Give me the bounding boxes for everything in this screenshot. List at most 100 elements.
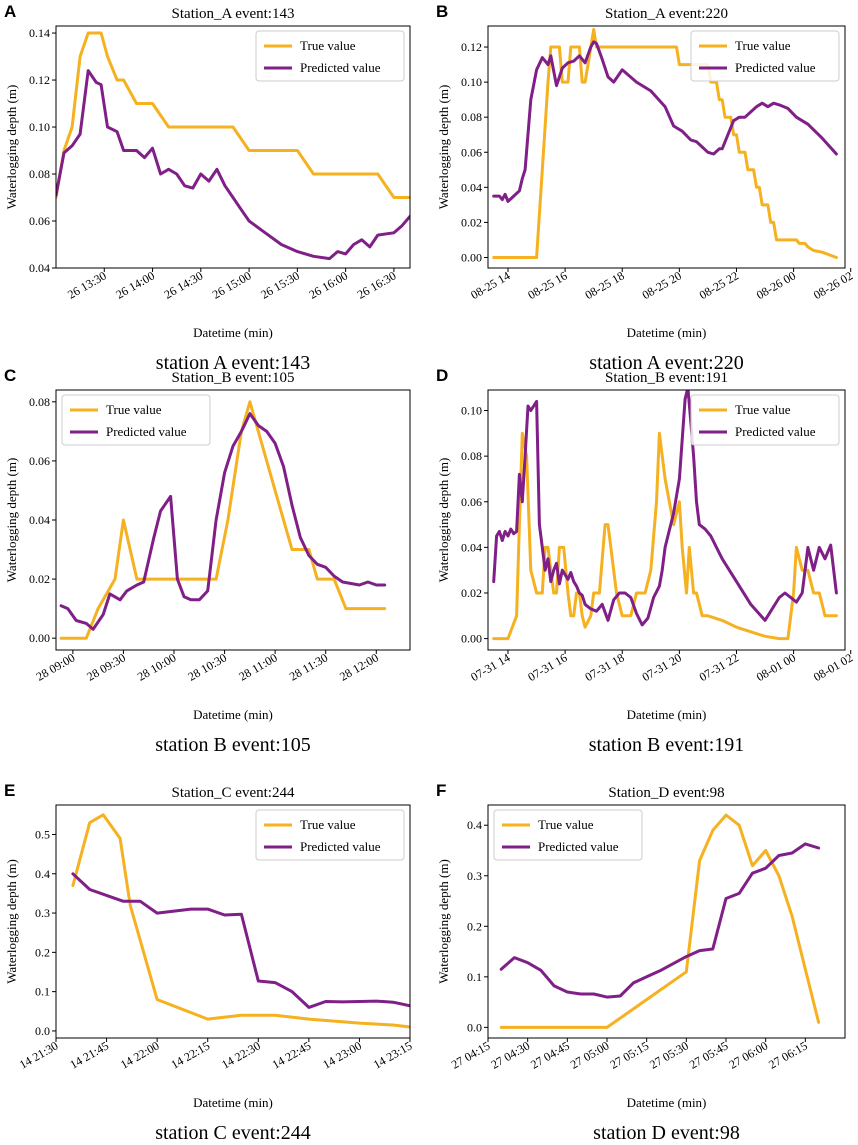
panel-caption: station B event:191 <box>589 734 745 756</box>
x-tick-label: 26 13:30 <box>65 268 109 301</box>
panel-a: A Station_A event:143 0.04 0.06 0.08 0.10 0.12… <box>4 2 411 374</box>
x-axis-label: Datetime (min) <box>193 1095 273 1110</box>
x-tick-label: 27 04:45 <box>528 1038 572 1071</box>
x-axis-label: Datetime (min) <box>627 325 707 340</box>
legend-label-true: True value <box>300 38 356 53</box>
legend-label-predicted: Predicted value <box>735 424 816 439</box>
legend-label-predicted: Predicted value <box>300 839 381 854</box>
y-tick-label: 0.02 <box>461 215 482 229</box>
y-tick-label: 0.04 <box>29 261 50 275</box>
y-tick-label: 0.04 <box>461 180 482 194</box>
y-tick-label: 0.12 <box>461 40 482 54</box>
x-tick-label: 07-31 18 <box>582 650 626 684</box>
series-group <box>492 28 838 259</box>
x-tick-label: 27 05:30 <box>647 1038 691 1071</box>
legend: True value Predicted value <box>61 394 211 446</box>
panel-b: B Station_A event:220 0.00 0.02 0.04 0.06 0.08… <box>436 2 855 374</box>
x-tick-label: 27 05:45 <box>687 1038 731 1071</box>
x-tick-label: 27 06:15 <box>766 1038 810 1071</box>
panel-letter: F <box>436 781 446 800</box>
series-true-value <box>492 431 838 641</box>
x-tick-label: 26 16:00 <box>306 268 350 301</box>
x-tick-label: 26 16:30 <box>355 268 399 301</box>
x-tick-label: 26 15:30 <box>258 268 302 301</box>
plot-frame <box>487 25 846 269</box>
legend-label-predicted: Predicted value <box>106 424 187 439</box>
x-tick-label: 07-31 22 <box>697 650 741 684</box>
x-axis-label: Datetime (min) <box>193 325 273 340</box>
series-predicted-value <box>56 69 410 261</box>
x-tick-label: 14 22:00 <box>118 1038 162 1071</box>
series-predicted-value <box>71 872 410 1009</box>
y-tick-label: 0.4 <box>35 867 50 881</box>
x-tick-label: 28 10:30 <box>185 650 229 683</box>
panel-e: E Station_C event:244 0.0 0.1 0.2 0.3 0.4 0.5 14… <box>4 781 415 1144</box>
y-axis-label: Waterlogging depth (m) <box>4 458 19 583</box>
x-tick-label: 26 15:00 <box>210 268 254 301</box>
y-tick-label: 0.04 <box>461 540 482 554</box>
x-axis-label: Datetime (min) <box>193 707 273 722</box>
panel-letter: E <box>4 781 15 800</box>
legend-label-true: True value <box>106 402 162 417</box>
panel-letter: D <box>436 366 448 385</box>
series-group <box>71 813 410 1029</box>
series-predicted-value <box>492 40 838 203</box>
series-true-value <box>71 813 410 1029</box>
legend-label-predicted: Predicted value <box>538 839 619 854</box>
y-tick-label: 0.08 <box>461 110 482 124</box>
chart-title: Station_C event:244 <box>172 785 295 801</box>
y-tick-label: 0.1 <box>35 985 50 999</box>
plot-frame <box>55 804 411 1039</box>
y-tick-label: 0.08 <box>29 395 50 409</box>
x-tick-label: 08-25 16 <box>525 268 569 302</box>
series-group <box>59 400 387 640</box>
x-tick-label: 28 11:30 <box>287 650 330 683</box>
legend-label-predicted: Predicted value <box>735 60 816 75</box>
x-tick-label: 28 11:00 <box>236 650 279 683</box>
legend: True value Predicted value <box>690 30 840 82</box>
x-tick-label: 07-31 14 <box>468 650 512 684</box>
plot-frame <box>487 804 846 1039</box>
series-true-value <box>499 813 821 1029</box>
series-true-value <box>492 28 838 259</box>
y-tick-label: 0.10 <box>29 120 50 134</box>
y-tick-label: 0.4 <box>467 818 482 832</box>
x-tick-label: 07-31 20 <box>640 650 684 684</box>
y-tick-label: 0.0 <box>467 1020 482 1034</box>
panel-caption: station B event:105 <box>155 734 311 756</box>
panel-c: C Station_B event:105 0.00 0.02 0.04 0.06 0.08… <box>4 366 411 756</box>
legend-label-predicted: Predicted value <box>300 60 381 75</box>
x-tick-label: 08-25 22 <box>697 268 741 302</box>
x-tick-label: 27 04:30 <box>488 1038 532 1071</box>
legend: True value Predicted value <box>690 394 840 446</box>
x-tick-label: 08-25 20 <box>640 268 684 302</box>
panel-letter: B <box>436 2 448 21</box>
series-group <box>499 813 821 1029</box>
legend-box <box>255 30 405 82</box>
y-tick-label: 0.06 <box>29 454 50 468</box>
legend-box <box>255 809 405 861</box>
y-tick-label: 0.14 <box>29 26 50 40</box>
y-tick-label: 0.00 <box>461 250 482 264</box>
panel-caption: station A event:143 <box>156 352 310 374</box>
y-tick-label: 0.0 <box>35 1024 50 1038</box>
series-group <box>56 31 410 261</box>
series-group <box>492 390 838 641</box>
x-tick-label: 14 23:00 <box>320 1038 364 1071</box>
legend-box <box>61 394 211 446</box>
x-axis-label: Datetime (min) <box>627 1095 707 1110</box>
chart-title: Station_A event:220 <box>605 6 728 22</box>
chart-title: Station_B event:191 <box>605 370 728 386</box>
series-predicted-value <box>492 390 838 627</box>
y-axis-label: Waterlogging depth (m) <box>436 859 451 984</box>
x-tick-label: 14 21:45 <box>67 1038 111 1071</box>
series-predicted-value <box>499 842 821 999</box>
x-tick-label: 26 14:30 <box>162 268 206 301</box>
legend-box <box>690 394 840 446</box>
plot-frame <box>55 25 411 269</box>
y-tick-label: 0.06 <box>29 214 50 228</box>
x-tick-label: 28 09:00 <box>34 650 78 683</box>
y-axis-label: Waterlogging depth (m) <box>4 859 19 984</box>
y-tick-label: 0.2 <box>35 945 50 959</box>
